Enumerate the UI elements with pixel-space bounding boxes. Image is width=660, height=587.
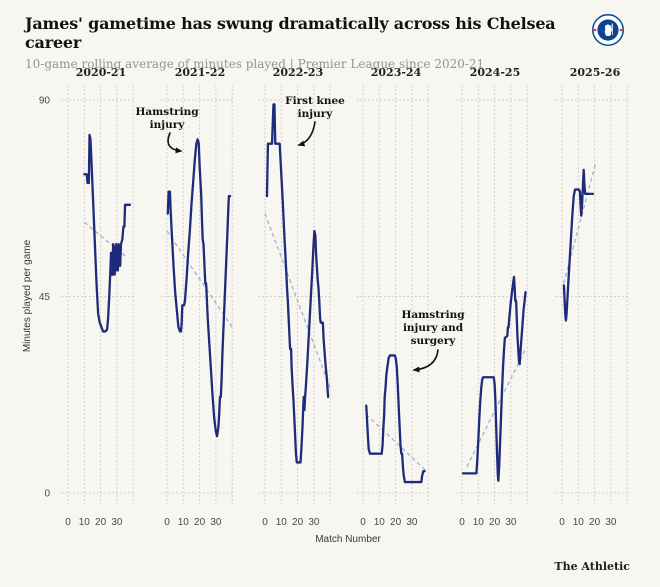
- x-tick-label: 0: [262, 517, 268, 528]
- rolling-average-line: [166, 138, 232, 438]
- x-tick-label: 20: [95, 517, 107, 528]
- crest-left-dot: [593, 28, 597, 32]
- y-tick-label: 90: [39, 96, 51, 107]
- y-tick-label: 0: [44, 489, 50, 500]
- crest-right-dot: [619, 28, 623, 32]
- panel-header: 2023-24: [371, 66, 422, 79]
- annotation-text: injury and: [403, 322, 464, 334]
- annotation-arrow: [412, 349, 439, 373]
- rolling-average-line: [461, 275, 527, 482]
- trend-line: [264, 213, 331, 389]
- x-tick-label: 0: [360, 517, 366, 528]
- x-tick-label: 0: [459, 517, 465, 528]
- annotation-text: Hamstring: [401, 309, 465, 321]
- x-tick-label: 30: [308, 517, 320, 528]
- annotation-text: injury: [150, 119, 186, 131]
- panel-header: 2020-21: [76, 66, 127, 79]
- annotation-text: injury: [298, 108, 334, 120]
- chelsea-crest-icon: [592, 14, 624, 46]
- trend-line: [166, 230, 233, 328]
- x-tick-label: 30: [111, 517, 123, 528]
- chart-subtitle: 10-game rolling average of minutes playe…: [25, 57, 485, 71]
- annotation-text: surgery: [411, 335, 457, 347]
- annotation-text: First knee: [285, 95, 345, 107]
- x-tick-label: 30: [406, 517, 418, 528]
- x-tick-label: 20: [489, 517, 501, 528]
- x-tick-label: 10: [79, 517, 91, 528]
- annotation-arrow: [297, 121, 316, 147]
- panel-header: 2025-26: [570, 66, 621, 79]
- rolling-average-line: [265, 103, 330, 464]
- x-tick-label: 0: [164, 517, 170, 528]
- x-tick-label: 10: [276, 517, 288, 528]
- x-tick-label: 30: [505, 517, 517, 528]
- x-tick-label: 20: [390, 517, 402, 528]
- rolling-average-line: [562, 168, 595, 322]
- annotation-text: Hamstring: [135, 106, 199, 118]
- y-axis-title: Minutes played per game: [22, 239, 33, 352]
- x-tick-label: 10: [178, 517, 190, 528]
- x-tick-label: 0: [559, 517, 565, 528]
- x-tick-label: 20: [589, 517, 601, 528]
- x-tick-label: 10: [374, 517, 386, 528]
- x-tick-label: 10: [573, 517, 585, 528]
- chart-header: James' gametime has swung dramatically a…: [25, 14, 585, 71]
- crest-lion: [604, 24, 612, 36]
- x-tick-label: 30: [605, 517, 617, 528]
- y-tick-label: 45: [39, 292, 51, 303]
- x-tick-label: 10: [473, 517, 485, 528]
- x-tick-label: 20: [292, 517, 304, 528]
- chart-title: James' gametime has swung dramatically a…: [25, 14, 556, 52]
- x-tick-label: 30: [210, 517, 222, 528]
- annotation-arrow: [167, 132, 183, 154]
- rolling-average-line: [83, 133, 132, 333]
- panel-header: 2021-22: [175, 66, 226, 79]
- x-tick-label: 0: [65, 517, 71, 528]
- x-tick-label: 20: [194, 517, 206, 528]
- x-axis-title: Match Number: [315, 534, 381, 545]
- rolling-average-line: [365, 354, 426, 484]
- panel-header: 2024-25: [470, 66, 521, 79]
- panel-header: 2022-23: [273, 66, 324, 79]
- brand-footer: The Athletic: [554, 560, 630, 573]
- trend-line: [365, 413, 428, 472]
